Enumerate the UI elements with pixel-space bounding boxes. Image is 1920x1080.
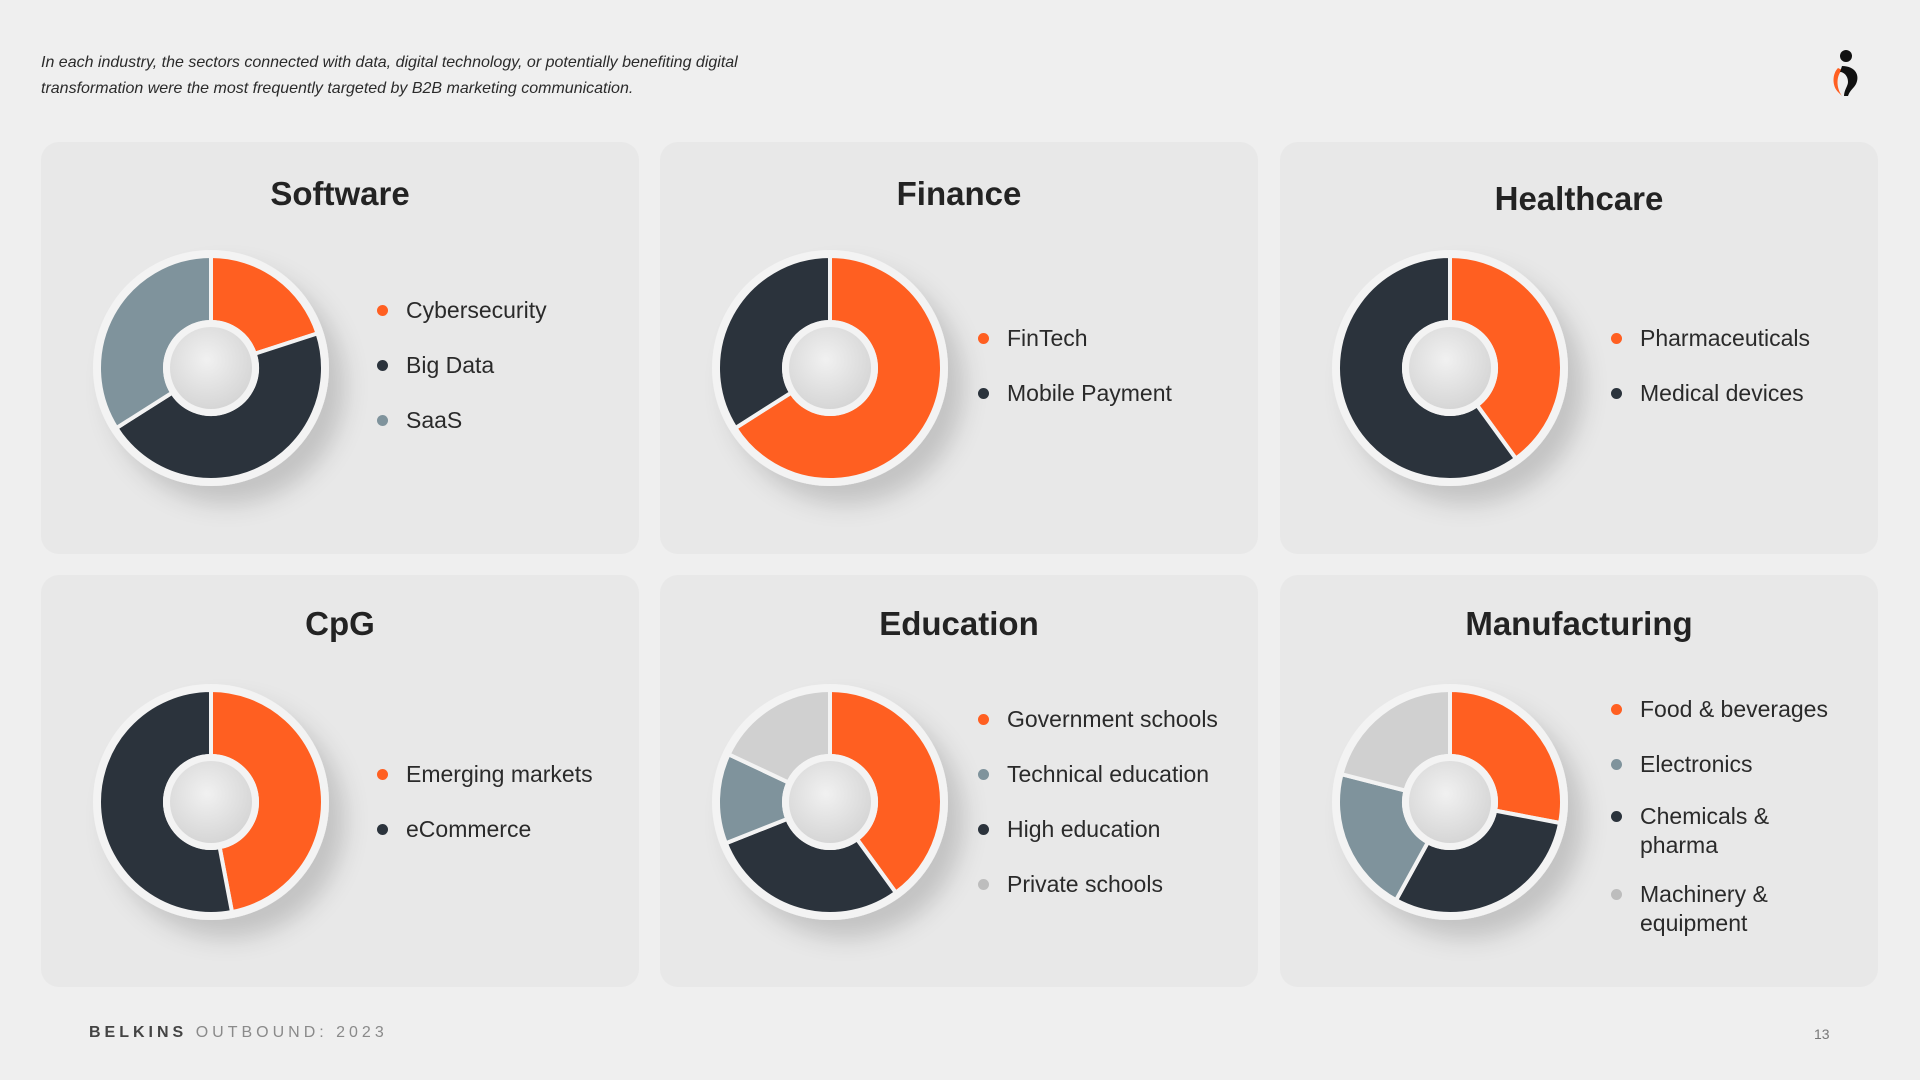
belkins-logo-icon (1828, 48, 1864, 102)
intro-text: In each industry, the sectors connected … (41, 54, 738, 97)
legend-dot (978, 879, 989, 890)
legend-dot (377, 305, 388, 316)
footer-brand-bold: BELKINS (89, 1024, 188, 1041)
panel-manufacturing: Manufacturing Food & beverages Electroni… (1280, 575, 1878, 987)
legend-item: Electronics (1611, 750, 1752, 779)
donut-chart (710, 248, 950, 488)
legend-dot (1611, 889, 1622, 900)
donut-chart (91, 248, 331, 488)
legend-dot (377, 415, 388, 426)
legend-item: Food & beverages (1611, 695, 1828, 724)
donut-hole (170, 327, 252, 409)
donut-chart (91, 682, 331, 922)
panel-title: CpG (305, 605, 375, 642)
legend-item: SaaS (377, 406, 462, 435)
legend-dot (978, 714, 989, 725)
legend-label: Medical devices (1640, 380, 1804, 406)
donut-hole (789, 327, 871, 409)
legend-item: Medical devices (1611, 379, 1804, 408)
donut-hole (170, 761, 252, 843)
donut-hole (1409, 761, 1491, 843)
legend-label: Big Data (406, 352, 495, 378)
panel-title: Finance (896, 175, 1022, 212)
legend-label: Machinery & equipment (1640, 881, 1768, 936)
legend-dot (1611, 704, 1622, 715)
donut-hole (1409, 327, 1491, 409)
donut-svg (1332, 684, 1568, 920)
legend-dot (978, 333, 989, 344)
legend-label: High education (1007, 816, 1161, 842)
legend-dot (1611, 388, 1622, 399)
donut-svg (93, 684, 329, 920)
legend-label: Pharmaceuticals (1640, 325, 1811, 351)
legend-label: Mobile Payment (1007, 380, 1172, 406)
legend-item: Emerging markets (377, 760, 593, 789)
legend-dot (377, 824, 388, 835)
legend-label: FinTech (1007, 325, 1088, 351)
legend-item: Technical education (978, 760, 1209, 789)
legend-label: SaaS (406, 407, 463, 433)
donut-svg (93, 250, 329, 486)
legend-label: Food & beverages (1640, 696, 1828, 722)
panel-education: Education Government schools Technical e… (660, 575, 1258, 987)
legend-item: Pharmaceuticals (1611, 324, 1810, 353)
legend-dot (1611, 333, 1622, 344)
legend-item: Cybersecurity (377, 296, 547, 325)
panel-finance: Finance FinTech Mobile Payment (660, 142, 1258, 554)
legend-dot (377, 360, 388, 371)
footer-brand-rest: OUTBOUND: 2023 (195, 1024, 388, 1041)
legend-label: Cybersecurity (406, 297, 547, 323)
legend-item: Private schools (978, 870, 1163, 899)
legend-dot (377, 769, 388, 780)
donut-svg (712, 250, 948, 486)
legend-label: Electronics (1640, 751, 1753, 777)
legend-dot (978, 824, 989, 835)
donut-chart (1330, 248, 1570, 488)
page-number: 13 (1814, 1026, 1830, 1042)
panel-title: Healthcare (1494, 180, 1664, 217)
legend-item: High education (978, 815, 1160, 844)
legend-item: Big Data (377, 351, 494, 380)
panel-title: Software (270, 175, 410, 212)
legend-label: eCommerce (406, 816, 532, 842)
legend-item: Government schools (978, 705, 1218, 734)
footer-brand: BELKINS OUTBOUND: 2023 (89, 1024, 388, 1042)
legend-item: eCommerce (377, 815, 531, 844)
legend-label: Chemicals & pharma (1640, 803, 1770, 858)
legend-label: Technical education (1007, 761, 1210, 787)
donut-chart (710, 682, 950, 922)
donut-svg (712, 684, 948, 920)
panel-software: Software Cybersecurity Big Data SaaS (41, 142, 639, 554)
legend-dot (1611, 759, 1622, 770)
legend-item: Machinery & equipment (1611, 880, 1801, 938)
legend-item: Mobile Payment (978, 379, 1172, 408)
legend-dot (1611, 811, 1622, 822)
legend-label: Government schools (1007, 706, 1218, 732)
donut-chart (1330, 682, 1570, 922)
donut-hole (789, 761, 871, 843)
panel-title: Education (879, 605, 1039, 642)
legend-label: Private schools (1007, 871, 1163, 897)
panel-title: Manufacturing (1465, 605, 1693, 642)
panel-healthcare: Healthcare Pharmaceuticals Medical devic… (1280, 142, 1878, 554)
legend-item: FinTech (978, 324, 1088, 353)
donut-svg (1332, 250, 1568, 486)
legend-dot (978, 769, 989, 780)
legend-label: Emerging markets (406, 761, 593, 787)
legend-item: Chemicals & pharma (1611, 802, 1801, 860)
panel-cpg: CpG Emerging markets eCommerce (41, 575, 639, 987)
legend-dot (978, 388, 989, 399)
